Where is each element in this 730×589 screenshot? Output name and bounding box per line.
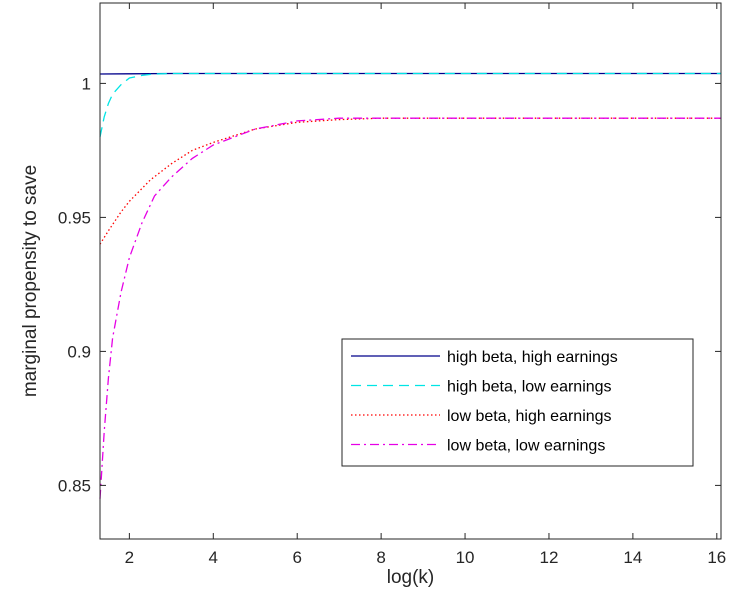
legend-label: low beta, low earnings <box>447 438 605 455</box>
axes-frame <box>99 2 722 540</box>
y-tick-label: 1 <box>82 74 91 93</box>
x-tick-label: 2 <box>125 548 134 567</box>
y-axis-label: marginal propensity to save <box>20 165 41 397</box>
series-layer <box>99 72 721 499</box>
series-line-4 <box>99 117 721 499</box>
legend-box <box>341 338 694 467</box>
axes-layer: 2 4 6 8 10 12 14 16 0.85 0.9 0.95 1 <box>58 2 726 567</box>
y-tick-label: 0.95 <box>58 208 91 227</box>
legend-label: high beta, high earnings <box>447 349 618 366</box>
x-tick-label: 12 <box>540 548 559 567</box>
x-tick-label: 4 <box>209 548 218 567</box>
y-tick-label: 0.85 <box>58 476 91 495</box>
x-tick-label: 14 <box>623 548 642 567</box>
legend: high beta, high earnings high beta, low e… <box>341 338 694 467</box>
legend-label: high beta, low earnings <box>447 379 612 396</box>
x-tick-label: 6 <box>292 548 301 567</box>
legend-label: low beta, high earnings <box>447 408 612 425</box>
y-tick-label: 0.9 <box>67 342 91 361</box>
x-axis-label: log(k) <box>387 567 435 588</box>
x-tick-label: 8 <box>376 548 385 567</box>
x-tick-label: 10 <box>456 548 475 567</box>
series-line-2 <box>99 72 721 138</box>
x-tick-label: 16 <box>707 548 726 567</box>
